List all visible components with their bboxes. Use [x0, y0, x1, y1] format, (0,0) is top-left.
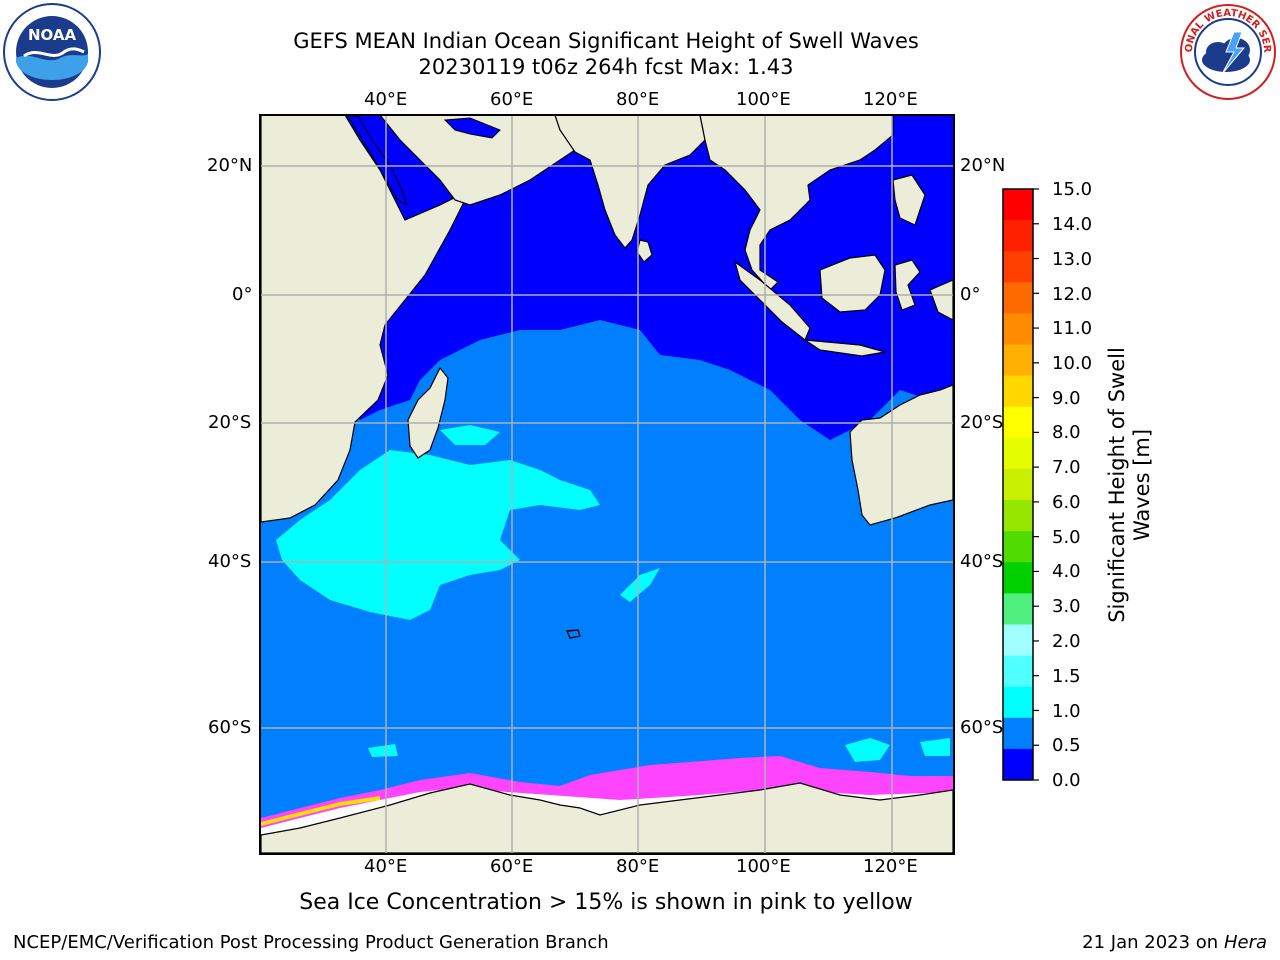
- colorbar-segment: [1003, 468, 1033, 501]
- lon-label-bottom: 120°E: [863, 856, 918, 877]
- colorbar-tick-label: 12.0: [1052, 284, 1093, 305]
- land-madagascar: [407, 366, 449, 459]
- lat-label-left: 20°N: [207, 155, 253, 176]
- colorbar-title-line1: Significant Height of Swell: [1105, 347, 1129, 623]
- ocean-high-swell-patch: [845, 738, 890, 762]
- footer-host: Hera: [1223, 932, 1267, 953]
- colorbar-tick-label: 8.0: [1052, 422, 1081, 443]
- colorbar-segment: [1003, 531, 1033, 563]
- colorbar-tick-label: 0.0: [1052, 770, 1081, 791]
- colorbar-frame: [1002, 188, 1034, 781]
- noaa-logo: NOAA: [3, 3, 101, 101]
- land-india: [554, 115, 706, 249]
- lon-label-bottom: 100°E: [736, 856, 791, 877]
- footer-branch: NCEP/EMC/Verification Post Processing Pr…: [13, 932, 609, 953]
- colorbar-segment: [1003, 562, 1033, 594]
- colorbar-segment: [1003, 437, 1033, 470]
- land-new-guinea: [929, 279, 953, 321]
- lon-label-top: 100°E: [736, 89, 791, 110]
- red-sea: [347, 115, 408, 207]
- colorbar-tick-label: 6.0: [1052, 492, 1081, 513]
- lat-label-right: 40°S: [960, 551, 1004, 572]
- land-australia: [849, 384, 953, 526]
- persian-gulf: [443, 117, 501, 139]
- colorbar-tick-label: 13.0: [1052, 249, 1093, 270]
- colorbar-tick-label: 11.0: [1052, 318, 1093, 339]
- colorbar-title: Significant Height of Swell Waves [m]: [1105, 347, 1155, 623]
- colorbar-segment: [1003, 717, 1033, 750]
- lat-label-left: 20°S: [208, 412, 252, 433]
- colorbar-segment: [1003, 344, 1033, 377]
- ocean-high-swell-patch: [368, 744, 398, 757]
- colorbar-tick-label: 0.5: [1052, 735, 1081, 756]
- colorbar-segment: [1003, 655, 1033, 688]
- colorbar-title-line2: Waves [m]: [1130, 428, 1154, 542]
- colorbar-segment: [1003, 686, 1033, 719]
- ocean-high-swell-sw: [276, 450, 600, 620]
- graticule: [261, 115, 953, 853]
- sea-ice-yellow-edge: [261, 796, 380, 826]
- lon-label-top: 80°E: [616, 89, 660, 110]
- lon-label-top: 60°E: [490, 89, 534, 110]
- colorbar-segment: [1003, 251, 1033, 283]
- map-frame: [259, 114, 955, 855]
- land-africa: [261, 115, 472, 523]
- colorbar-tick-label: 10.0: [1052, 353, 1093, 374]
- lat-label-left: 60°S: [208, 717, 252, 738]
- colorbar-tick-label: 7.0: [1052, 457, 1081, 478]
- ocean-high-swell-patch: [440, 425, 500, 445]
- colorbar-tick-label: 9.0: [1052, 388, 1081, 409]
- lon-label-top: 120°E: [863, 89, 918, 110]
- lat-label-right: 0°: [960, 284, 981, 305]
- colorbar-tick-label: 2.0: [1052, 631, 1081, 652]
- colorbar-segment: [1003, 282, 1033, 314]
- colorbar-tick-label: 15.0: [1052, 179, 1093, 200]
- colorbar-tick-label: 1.5: [1052, 666, 1081, 687]
- lon-label-bottom: 60°E: [490, 856, 534, 877]
- colorbar-segment: [1003, 220, 1033, 252]
- colorbar-tick-label: 3.0: [1052, 596, 1081, 617]
- lat-label-right: 60°S: [960, 717, 1004, 738]
- land-kerguelen: [565, 629, 581, 639]
- lat-label-right: 20°S: [960, 412, 1004, 433]
- colorbar-tick-label: 14.0: [1052, 214, 1093, 235]
- colorbar-tick-label: 4.0: [1052, 561, 1081, 582]
- colorbar-ticks: [1033, 188, 1039, 781]
- footer-date: 21 Jan 2023 on Hera: [1082, 932, 1267, 953]
- colorbar-segment: [1003, 748, 1033, 781]
- ocean-high-swell-patch: [620, 568, 660, 602]
- chart-subtitle: 20230119 t06z 264h fcst Max: 1.43: [418, 55, 794, 79]
- colorbar-segment: [1003, 624, 1033, 657]
- colorbar-segment: [1003, 500, 1033, 532]
- lat-label-left: 40°S: [208, 551, 252, 572]
- lon-label-top: 40°E: [364, 89, 408, 110]
- noaa-logo-text: NOAA: [28, 26, 77, 44]
- nws-logo: NATIONAL WEATHER SERVICE: [1178, 2, 1276, 100]
- colorbar-tick-label: 1.0: [1052, 701, 1081, 722]
- map-area: [261, 115, 953, 853]
- lat-label-left: 0°: [232, 284, 253, 305]
- colorbar-segment: [1003, 189, 1033, 221]
- chart-title: GEFS MEAN Indian Ocean Significant Heigh…: [293, 29, 919, 53]
- land-southeast-asia: [699, 115, 894, 291]
- land-philippines: [892, 174, 926, 226]
- footer-date-text: 21 Jan 2023 on: [1082, 932, 1224, 953]
- colorbar: [1003, 189, 1033, 781]
- land-antarctica: [261, 782, 953, 853]
- lon-label-bottom: 80°E: [616, 856, 660, 877]
- colorbar-tick-label: 5.0: [1052, 527, 1081, 548]
- colorbar-segment: [1003, 593, 1033, 625]
- lon-label-bottom: 40°E: [364, 856, 408, 877]
- colorbar-segment: [1003, 313, 1033, 346]
- sea-ice-caption: Sea Ice Concentration > 15% is shown in …: [299, 890, 913, 915]
- colorbar-segment: [1003, 406, 1033, 439]
- ocean-high-swell-patch: [920, 738, 950, 756]
- lat-label-right: 20°N: [960, 155, 1006, 176]
- land-java: [804, 339, 886, 357]
- colorbar-segment: [1003, 375, 1033, 408]
